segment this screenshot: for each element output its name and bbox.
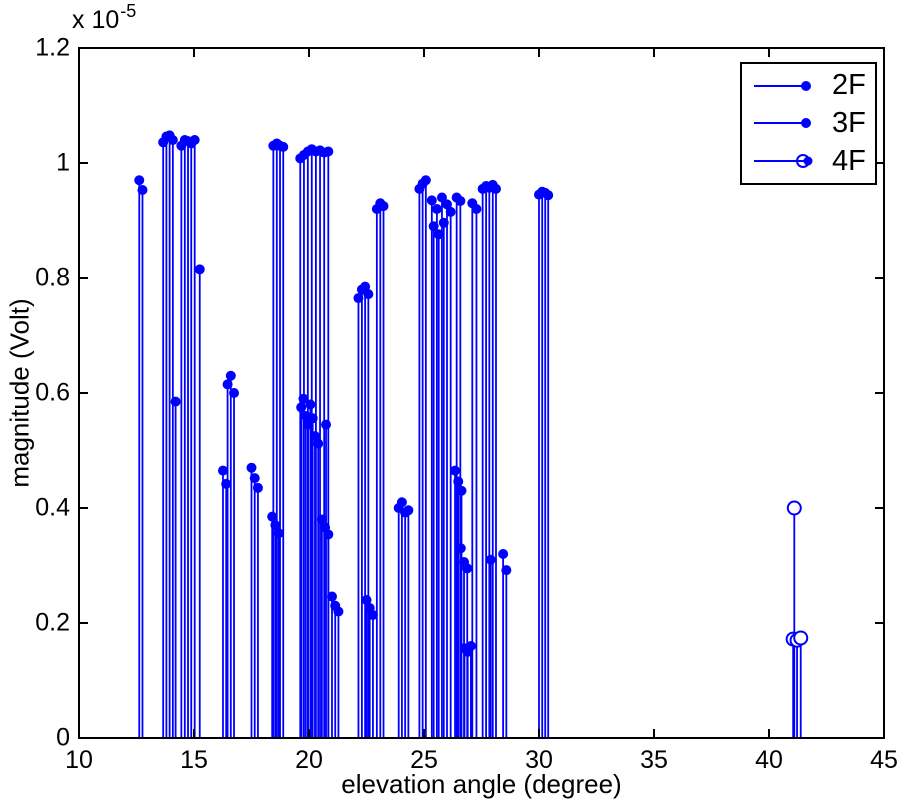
x-tick-label: 30 [525,746,553,774]
stem-marker-dot [378,201,389,212]
stem-marker-dot [363,289,374,300]
stem-dot-icon [754,80,811,91]
stem-marker-dot [361,595,372,605]
y-axis-multiplier: x 10-5 [72,1,136,35]
legend-item-3f[interactable]: 3F [742,105,875,141]
stem-circle-icon [754,154,813,169]
stem-series-4f [785,500,809,737]
stem-marker-dot [309,431,320,442]
y-tick-label: 0 [56,723,70,752]
stem-marker-dot [229,388,240,398]
stem-marker-dot [194,264,205,275]
stem-marker-dot [321,419,332,430]
stem-marker-dot [170,396,181,407]
stem-marker-dot [465,641,476,651]
stem-marker-dot [298,393,309,404]
stem-marker-dot [225,370,236,381]
stem-marker-dot [490,183,501,194]
legend-item-4f[interactable]: 4F [742,143,875,179]
y-tick-label: 0.6 [35,378,70,407]
stem-marker-dot [246,462,257,473]
stem-marker-dot [307,413,318,424]
stem-dot-icon [754,118,811,129]
x-ticks [78,48,885,738]
x-tick-label: 25 [410,746,438,774]
y-tick-label: 0.4 [35,493,70,522]
stem-marker-dot [167,135,178,145]
stem-marker-dot [453,476,464,487]
stem-marker-dot [217,465,228,476]
stem-marker-dot [134,175,145,186]
x-tick-label: 15 [180,746,208,774]
legend: 2F 3F 4F [740,62,877,185]
stem-marker-dot [420,175,431,186]
stem-marker-dot [353,293,364,304]
stem-marker-dot [485,554,496,565]
x-tick-label: 20 [295,746,323,774]
stem-marker-dot [267,511,278,522]
x-tick-label: 35 [640,746,668,774]
x-axis-label: elevation angle (degree) [341,769,622,799]
x-tick-label: 10 [65,746,93,774]
stem-marker-dot [137,185,148,196]
y-tick-label: 1 [56,148,70,177]
y-multiplier-exponent: -5 [120,1,137,21]
stem-marker-dot [455,543,466,554]
stem-marker-dot [360,281,371,292]
stem-marker-dot [221,478,232,489]
stem-marker-dot [543,190,554,201]
stem-marker-dot [445,206,456,217]
stem-marker-dot [501,565,512,576]
stem-marker-dot [249,473,260,484]
stem-marker-dot [333,606,344,617]
stem-marker-dot [273,528,284,539]
x-tick-label: 45 [870,746,898,774]
stem-marker-dot [305,399,316,410]
stem-marker-dot [327,591,337,602]
stem-marker-dot [426,195,437,206]
stem-marker-dot [431,204,442,214]
legend-label-4f: 4F [832,144,866,177]
stem-marker-dot [316,514,327,525]
stem-marker-dot [403,505,414,516]
stem-marker-dot [498,549,509,559]
y-tick-label: 0.8 [35,263,70,292]
x-tick-label: 40 [755,746,783,774]
stem-marker-dot [270,520,281,531]
stem-marker-dot [278,141,289,152]
legend-label-3f: 3F [832,106,866,139]
stem-marker-dot [436,192,447,203]
stem-marker-dot [323,529,334,540]
stem-marker-dot [252,482,263,493]
stem-marker-dot [313,438,324,449]
stem-marker-dot [442,199,452,210]
stem-marker-dot [450,465,461,476]
stem-marker-circle [793,630,809,646]
y-tick-label: 1.2 [35,33,70,62]
legend-item-2f[interactable]: 2F [742,68,875,104]
stem-marker-dot [471,204,482,214]
stem-marker-dot [296,402,307,413]
y-multiplier-base: x 10 [72,6,120,34]
y-tick-label: 0.2 [35,608,70,637]
stem-marker-dot [455,195,466,206]
stem-marker-dot [189,135,200,145]
stem-series-2f [134,130,554,737]
stem-series-3f [170,370,512,737]
stem-marker-dot [323,146,334,157]
y-ticks [79,47,884,739]
legend-label-2f: 2F [832,69,866,102]
stem-marker-dot [456,485,467,496]
stem-marker-circle [786,500,802,516]
stem-marker-dot [462,563,473,574]
stem-marker-dot [367,609,378,620]
stem-marker-dot [396,497,407,508]
